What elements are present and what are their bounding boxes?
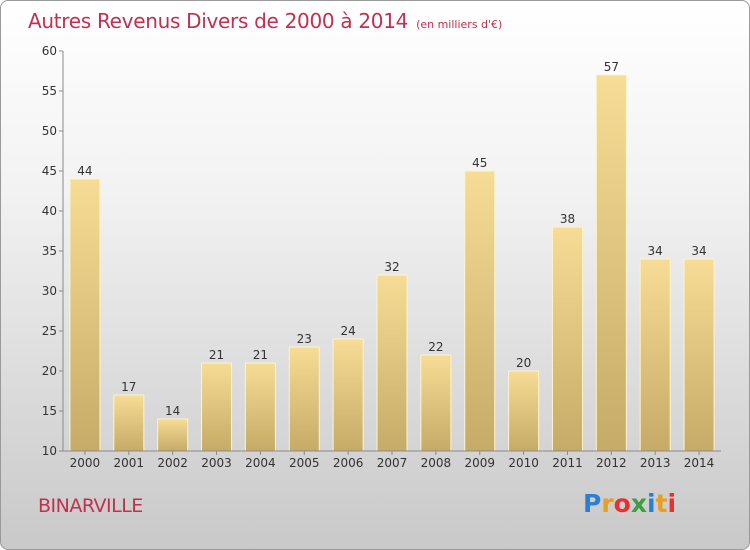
bar	[376, 274, 408, 452]
bar-value-label: 38	[560, 212, 575, 226]
bar-value-label: 21	[209, 348, 224, 362]
y-tick-label: 15	[42, 404, 57, 418]
bar-value-label: 44	[77, 164, 92, 178]
x-tick-label: 2006	[333, 456, 364, 470]
x-tick-label: 2011	[552, 456, 583, 470]
x-tick-label: 2010	[508, 456, 539, 470]
x-tick-label: 2012	[596, 456, 627, 470]
x-tick-label: 2005	[289, 456, 320, 470]
bar	[420, 354, 452, 452]
logo-letter: i	[647, 489, 656, 518]
y-tick-label: 20	[42, 364, 57, 378]
y-tick-label: 10	[42, 444, 57, 458]
x-tick-label: 2003	[201, 456, 232, 470]
y-axis: 10 15 20 25 30 35 40 45 50 55 60	[42, 44, 64, 458]
bar	[683, 258, 715, 452]
x-tick-label: 2001	[114, 456, 145, 470]
bar-value-label: 34	[648, 244, 663, 258]
logo-letter: r	[601, 489, 614, 518]
logo-letter: P	[583, 489, 602, 518]
y-tick-label: 60	[42, 44, 57, 58]
x-axis: 2000 2001 2002 2003 2004 2005 2006 2007 2008 2009…	[63, 450, 721, 470]
bar	[332, 338, 364, 452]
y-tick-label: 50	[42, 124, 57, 138]
y-tick-label: 25	[42, 324, 57, 338]
bar	[508, 370, 540, 452]
bar-value-label: 20	[516, 356, 531, 370]
x-tick-label: 2004	[245, 456, 276, 470]
y-tick-label: 30	[42, 284, 57, 298]
bar-value-label: 32	[384, 260, 399, 274]
logo-letter: t	[655, 489, 668, 518]
bar	[69, 178, 101, 452]
bar	[244, 362, 276, 452]
bar	[551, 226, 583, 452]
bar	[595, 74, 627, 452]
bars: 44 17 14 21 21 23 24 32 22 45 20 38 57 34 34	[69, 60, 715, 452]
logo-letter: i	[667, 489, 677, 518]
bar	[464, 170, 496, 452]
y-tick-label: 55	[42, 84, 57, 98]
x-tick-label: 2014	[684, 456, 715, 470]
bar-value-label: 21	[253, 348, 268, 362]
chart-title: Autres Revenus Divers de 2000 à 2014	[28, 9, 409, 33]
logo-letter: x	[630, 489, 647, 518]
x-tick-label: 2013	[640, 456, 671, 470]
proxiti-logo: Proxiti	[583, 489, 676, 518]
bar	[288, 346, 320, 452]
logo-letter: o	[613, 489, 631, 518]
bar-value-label: 22	[428, 340, 443, 354]
y-tick-label: 40	[42, 204, 57, 218]
bar	[157, 418, 189, 452]
x-tick-label: 2007	[377, 456, 408, 470]
bar-value-label: 14	[165, 404, 180, 418]
chart-subtitle: (en milliers d'€)	[416, 18, 503, 31]
bar-value-label: 24	[340, 324, 355, 338]
y-tick-label: 45	[42, 164, 57, 178]
bar-value-label: 23	[297, 332, 312, 346]
x-tick-label: 2002	[157, 456, 188, 470]
bar-value-label: 17	[121, 380, 136, 394]
bar	[639, 258, 671, 452]
x-tick-label: 2008	[421, 456, 452, 470]
bar	[113, 394, 145, 452]
chart-title-block: Autres Revenus Divers de 2000 à 2014 (en …	[28, 9, 502, 33]
x-tick-label: 2009	[464, 456, 495, 470]
x-tick-label: 2000	[70, 456, 101, 470]
bar	[201, 362, 233, 452]
bar-value-label: 57	[604, 60, 619, 74]
bar-value-label: 45	[472, 156, 487, 170]
y-tick-label: 35	[42, 244, 57, 258]
commune-name: BINARVILLE	[38, 495, 143, 517]
bar-value-label: 34	[691, 244, 706, 258]
